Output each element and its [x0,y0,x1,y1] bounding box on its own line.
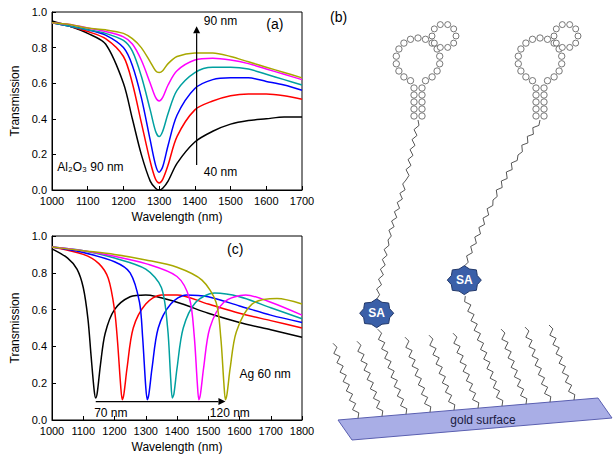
svg-text:0.0: 0.0 [31,184,47,196]
svg-text:1400: 1400 [183,195,207,207]
svg-text:Wavelength (nm): Wavelength (nm) [132,210,223,224]
svg-text:40 nm: 40 nm [204,165,237,179]
svg-text:gold surface: gold surface [450,413,516,427]
svg-text:1300: 1300 [147,195,171,207]
svg-text:1100: 1100 [71,425,95,437]
svg-text:1300: 1300 [134,425,158,437]
svg-text:1800: 1800 [290,425,314,437]
svg-text:1400: 1400 [165,425,189,437]
svg-text:(b): (b) [330,9,347,25]
svg-text:1200: 1200 [111,195,135,207]
svg-text:0.4: 0.4 [32,340,47,352]
svg-text:90 nm: 90 nm [204,14,237,28]
svg-text:1600: 1600 [254,195,278,207]
svg-text:1600: 1600 [227,425,251,437]
svg-text:1700: 1700 [259,425,283,437]
svg-text:0.2: 0.2 [32,148,47,160]
svg-text:Transmission: Transmission [8,66,22,137]
svg-text:SA: SA [368,306,385,320]
svg-text:Transmission: Transmission [8,293,22,364]
svg-text:1000: 1000 [40,425,64,437]
svg-text:Al₂O₃ 90 nm: Al₂O₃ 90 nm [57,160,123,174]
svg-text:0.2: 0.2 [32,377,47,389]
svg-text:1000: 1000 [40,195,64,207]
svg-text:120 nm: 120 nm [210,406,250,420]
svg-text:0.0: 0.0 [31,414,47,426]
svg-text:Wavelength (nm): Wavelength (nm) [132,440,223,454]
svg-text:1700: 1700 [290,195,314,207]
svg-text:0.6: 0.6 [32,304,47,316]
svg-text:1.0: 1.0 [32,6,47,18]
svg-text:1200: 1200 [102,425,126,437]
svg-text:0.8: 0.8 [32,42,47,54]
svg-text:70 nm: 70 nm [94,406,127,420]
svg-text:Ag 60 nm: Ag 60 nm [240,367,291,381]
svg-text:(a): (a) [266,16,283,32]
svg-text:SA: SA [456,273,473,287]
svg-text:1.0: 1.0 [32,230,47,242]
svg-text:0.8: 0.8 [32,267,47,279]
svg-text:0.6: 0.6 [32,77,47,89]
svg-text:1500: 1500 [196,425,220,437]
svg-text:(c): (c) [227,241,243,257]
svg-text:1500: 1500 [218,195,242,207]
svg-text:1100: 1100 [76,195,100,207]
svg-text:0.4: 0.4 [32,113,47,125]
